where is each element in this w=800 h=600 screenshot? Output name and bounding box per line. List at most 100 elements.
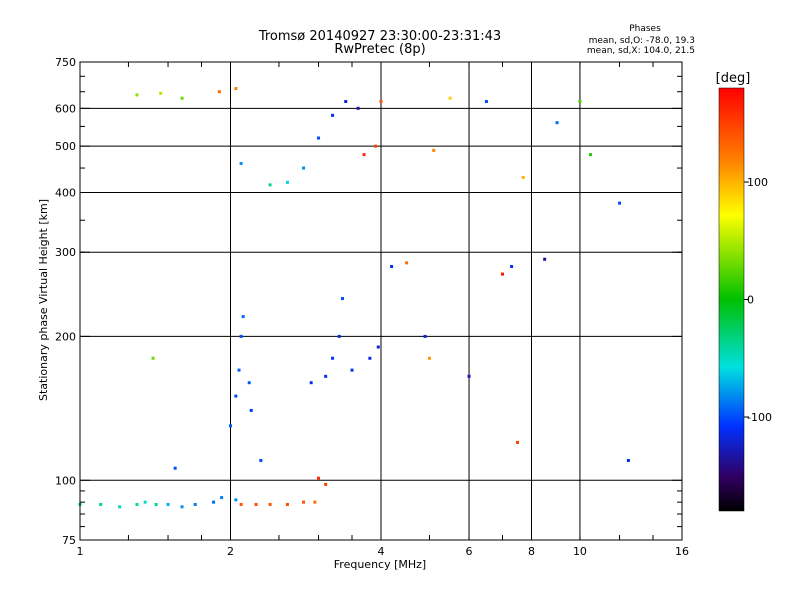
data-point: [241, 315, 245, 319]
data-point: [302, 500, 306, 504]
data-point: [427, 356, 431, 360]
data-point: [180, 96, 184, 100]
data-point: [331, 113, 335, 117]
data-point: [249, 408, 253, 412]
data-point: [448, 96, 452, 100]
data-point: [356, 106, 360, 110]
x-tick-label: 8: [528, 545, 535, 558]
data-point: [285, 502, 289, 506]
x-tick-label: 4: [378, 545, 385, 558]
data-point: [173, 466, 177, 470]
colorbar-title: [deg]: [716, 71, 751, 86]
y-tick-label: 300: [55, 246, 76, 259]
data-point: [229, 424, 232, 428]
data-point: [247, 381, 251, 385]
data-point: [313, 500, 317, 504]
data-point: [521, 175, 525, 179]
chart-title: Tromsø 20140927 23:30:00-23:31:43: [258, 29, 501, 44]
data-point: [239, 502, 243, 506]
data-point: [212, 500, 216, 504]
data-point: [268, 183, 272, 187]
y-tick-label: 600: [55, 102, 76, 115]
x-tick-label: 2: [227, 545, 234, 558]
data-point: [239, 161, 243, 165]
data-point: [555, 121, 559, 125]
data-point: [180, 505, 184, 509]
data-point: [135, 502, 139, 506]
data-point: [368, 356, 372, 360]
colorbar: [718, 87, 745, 512]
data-point: [254, 502, 258, 506]
x-tick-label: 10: [573, 545, 587, 558]
data-point: [344, 100, 348, 104]
data-point: [376, 345, 380, 349]
data-point: [154, 502, 158, 506]
axis-layer: [79, 61, 683, 541]
data-point: [374, 144, 378, 148]
data-point: [337, 334, 341, 338]
data-point: [118, 505, 122, 509]
data-point: [324, 482, 328, 486]
tick-label-layer: 1 2 4 8 16 6 10 75 100 200 300 400 500 600 750: [55, 56, 689, 558]
colorbar-tick-label: 0: [747, 294, 754, 307]
data-point: [405, 261, 409, 265]
chart-subtitle: RwPretec (8p): [334, 42, 425, 57]
data-point: [543, 257, 547, 261]
data-point: [340, 297, 344, 301]
data-point: [220, 496, 224, 500]
data-point: [259, 458, 263, 462]
data-point: [234, 498, 238, 502]
data-point: [467, 374, 471, 378]
points-layer: [78, 87, 630, 509]
data-point: [626, 458, 630, 462]
data-point: [135, 93, 139, 97]
x-tick-label: 1: [77, 545, 84, 558]
y-tick-label: 400: [55, 186, 76, 199]
data-point: [423, 334, 427, 338]
data-point: [379, 100, 383, 104]
data-point: [99, 502, 103, 506]
y-tick-label: 75: [62, 534, 76, 547]
y-tick-label: 200: [55, 330, 76, 343]
y-tick-label: 500: [55, 140, 76, 153]
legend-title: Phases: [629, 24, 661, 34]
data-point: [317, 136, 321, 140]
grid-layer: [80, 62, 682, 540]
y-axis-label: Stationary phase Virtual Height [km]: [37, 199, 50, 401]
data-point: [166, 502, 170, 506]
x-tick-label: 6: [466, 545, 473, 558]
data-point: [432, 148, 436, 152]
data-point: [484, 100, 488, 104]
data-point: [618, 201, 622, 205]
colorbar-ticks: 100 0 -100: [744, 176, 772, 424]
legend-line-x: mean, sd,X: 104.0, 21.5: [587, 46, 695, 56]
data-point: [317, 476, 321, 480]
data-point: [578, 100, 582, 104]
data-point: [268, 502, 272, 506]
data-point: [239, 334, 243, 338]
data-point: [362, 153, 366, 157]
data-point: [193, 502, 197, 506]
data-point: [324, 374, 328, 378]
data-point: [515, 440, 519, 444]
data-point: [234, 394, 238, 398]
data-point: [217, 90, 221, 94]
data-point: [331, 356, 335, 360]
x-tick-label: 16: [675, 545, 689, 558]
data-point: [237, 368, 241, 372]
data-point: [390, 265, 394, 269]
data-point: [302, 166, 306, 170]
data-point: [234, 87, 238, 91]
data-point: [151, 356, 155, 360]
data-point: [159, 91, 163, 95]
y-tick-label: 100: [55, 474, 76, 487]
colorbar-tick-label: -100: [747, 411, 772, 424]
data-point: [589, 153, 593, 157]
data-point: [285, 180, 289, 184]
data-point: [501, 272, 505, 276]
data-point: [143, 500, 147, 504]
y-tick-label: 750: [55, 56, 76, 69]
legend-line-o: mean, sd,O: -78.0, 19.3: [589, 36, 695, 46]
data-point: [510, 265, 514, 269]
